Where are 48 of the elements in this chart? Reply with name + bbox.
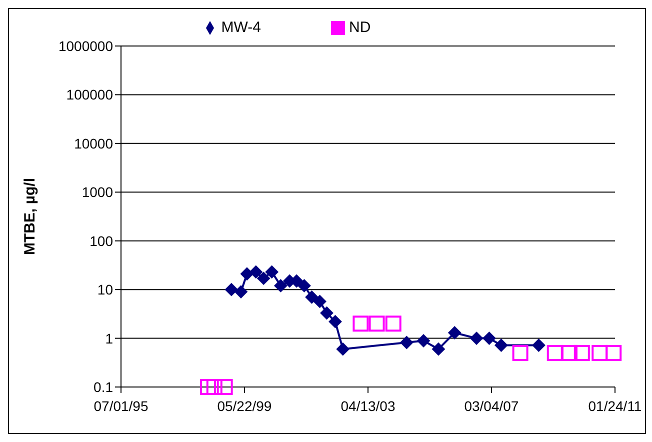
point <box>224 283 238 296</box>
point <box>200 379 216 395</box>
y-axis-title: MTBE, µg/l <box>21 178 38 255</box>
point <box>561 344 578 361</box>
y-tick-label: 1 <box>105 330 114 346</box>
point <box>313 294 326 308</box>
point <box>512 344 528 361</box>
point <box>240 267 254 280</box>
point <box>546 344 563 361</box>
point <box>470 332 484 345</box>
legend-label: MW-4 <box>221 19 262 36</box>
point <box>298 279 311 292</box>
point <box>385 316 402 332</box>
y-tick-label: 0.1 <box>94 378 114 395</box>
x-tick-label: 01/24/11 <box>588 398 642 414</box>
y-tick-label: 100000 <box>66 86 114 103</box>
point <box>592 344 608 361</box>
point <box>432 342 445 356</box>
point <box>352 316 369 332</box>
point <box>257 272 270 285</box>
point <box>328 315 342 328</box>
point <box>494 338 508 352</box>
legend-label: ND <box>349 19 371 36</box>
point <box>234 285 248 298</box>
point <box>606 344 622 361</box>
x-tick-label: 03/04/07 <box>464 398 519 414</box>
point <box>265 265 278 278</box>
point <box>336 342 350 356</box>
point <box>274 279 288 292</box>
x-tick-label: 07/01/95 <box>94 398 148 414</box>
point <box>400 336 414 349</box>
point <box>448 326 462 340</box>
point <box>249 265 262 278</box>
y-tick-label: 100 <box>90 232 114 249</box>
point <box>216 379 233 395</box>
y-tick-label: 10000 <box>74 135 114 152</box>
y-tick-label: 10 <box>97 282 114 298</box>
y-tick-label: 1000000 <box>58 38 114 54</box>
x-tick-label: 05/22/99 <box>217 398 272 414</box>
point <box>532 338 546 352</box>
point <box>574 344 590 361</box>
x-tick-label: 04/13/03 <box>340 398 396 414</box>
y-tick-label: 1000 <box>82 184 114 200</box>
point <box>417 334 430 348</box>
point <box>305 290 318 304</box>
point <box>320 306 334 320</box>
point <box>482 332 496 345</box>
point <box>368 316 385 332</box>
